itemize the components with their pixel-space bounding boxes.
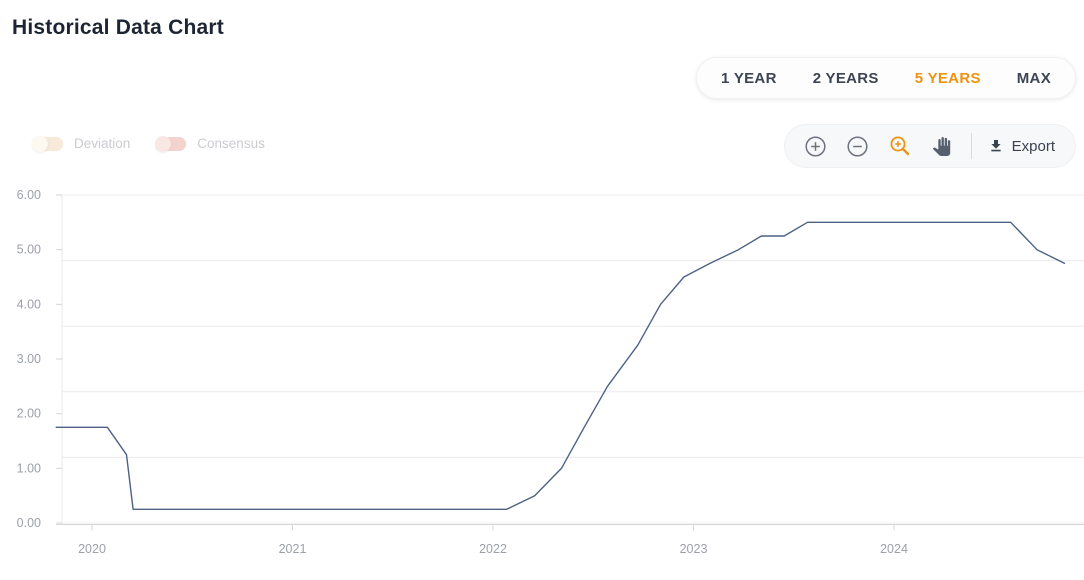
time-range-selector: 1 YEAR 2 YEARS 5 YEARS MAX xyxy=(695,57,1076,99)
consensus-toggle-knob xyxy=(155,135,172,152)
y-axis-label: 1.00 xyxy=(17,461,41,475)
download-icon xyxy=(990,140,1001,152)
page-title: Historical Data Chart xyxy=(12,16,224,39)
interest-rate-line xyxy=(55,221,1066,510)
y-axis-label: 2.00 xyxy=(17,407,41,421)
deviation-toggle-knob xyxy=(32,135,48,152)
consensus-toggle[interactable] xyxy=(155,135,187,152)
zoom-out-button[interactable] xyxy=(839,127,877,165)
y-axis-label: 0.00 xyxy=(17,516,41,530)
deviation-toggle[interactable] xyxy=(32,135,63,152)
zoom-in-button[interactable] xyxy=(797,127,835,165)
deviation-toggle-group: Deviation xyxy=(32,135,131,152)
x-axis-label: 2024 xyxy=(880,542,908,556)
pan-button[interactable] xyxy=(923,127,961,165)
series-toggles: Deviation Consensus xyxy=(32,135,265,152)
deviation-toggle-label: Deviation xyxy=(74,136,131,151)
zoom-in-icon xyxy=(805,135,826,157)
export-button-label: Export xyxy=(1011,137,1055,155)
y-axis-label: 3.00 xyxy=(17,352,41,366)
toolbar-divider xyxy=(970,133,972,159)
consensus-toggle-group: Consensus xyxy=(155,135,265,152)
zoom-selection-icon xyxy=(890,136,909,156)
export-button[interactable]: Export xyxy=(984,138,1059,155)
zoom-out-icon xyxy=(847,135,868,157)
zoom-selection-button[interactable] xyxy=(881,127,919,165)
range-button-2-years[interactable]: 2 YEARS xyxy=(795,58,897,98)
range-button-max[interactable]: MAX xyxy=(999,58,1069,98)
y-axis-label: 4.00 xyxy=(17,297,41,311)
range-button-5-years[interactable]: 5 YEARS xyxy=(897,58,999,98)
x-axis-label: 2021 xyxy=(279,542,307,556)
pan-hand-icon xyxy=(932,136,951,156)
x-axis-label: 2022 xyxy=(479,542,507,556)
y-axis-label: 6.00 xyxy=(17,188,41,202)
range-button-1-year[interactable]: 1 YEAR xyxy=(703,58,795,98)
consensus-toggle-label: Consensus xyxy=(197,136,265,151)
y-axis-label: 5.00 xyxy=(17,243,41,257)
x-axis-label: 2023 xyxy=(680,542,708,556)
x-axis-label: 2020 xyxy=(78,542,106,556)
chart-toolbar: Export xyxy=(783,124,1076,168)
